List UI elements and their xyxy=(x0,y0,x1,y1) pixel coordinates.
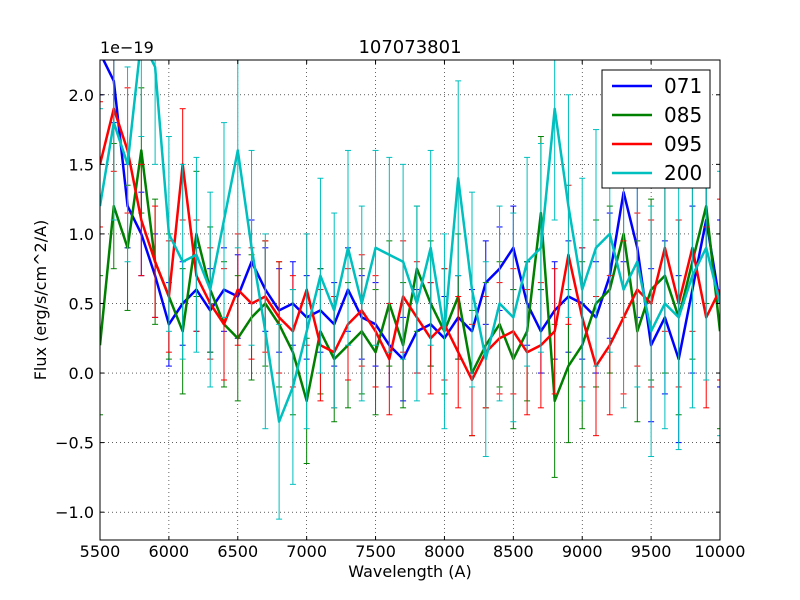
legend-box xyxy=(601,69,711,189)
x-tick-label: 7500 xyxy=(355,542,396,561)
legend-label-200: 200 xyxy=(664,161,702,185)
x-tick-label: 8500 xyxy=(493,542,534,561)
axis-ticks: 5500 6000 6500 7000 7500 8000 8500 9000 9500 1000… xyxy=(55,60,745,561)
legend-label-071: 071 xyxy=(664,74,702,98)
y-tick-label: −0.5 xyxy=(55,434,94,453)
x-axis-label: Wavelength (A) xyxy=(348,562,471,581)
y-tick-label: 2.0 xyxy=(69,86,94,105)
legend-label-085: 085 xyxy=(664,103,702,127)
y-tick-label: −1.0 xyxy=(55,503,94,522)
y-tick-label: 1.0 xyxy=(69,225,94,244)
series-200 xyxy=(100,60,720,520)
series-line-200 xyxy=(100,60,720,423)
y-tick-label: 0.0 xyxy=(69,364,94,383)
x-tick-label: 5500 xyxy=(80,542,121,561)
x-tick-label: 9500 xyxy=(631,542,672,561)
x-tick-label: 8000 xyxy=(424,542,465,561)
x-tick-label: 7000 xyxy=(286,542,327,561)
y-tick-label: 0.5 xyxy=(69,294,94,313)
x-tick-label: 6500 xyxy=(217,542,258,561)
plot-frame xyxy=(99,59,721,541)
legend-label-095: 095 xyxy=(664,132,702,156)
x-tick-label: 10000 xyxy=(695,542,746,561)
series-line-095 xyxy=(100,107,720,382)
x-tick-label: 6000 xyxy=(149,542,190,561)
y-axis-label: Flux (erg/s/cm^2/A) xyxy=(31,220,50,381)
series-line-071 xyxy=(102,60,720,361)
legend: 071 085 095 200 xyxy=(601,69,711,189)
x-tick-label: 9000 xyxy=(562,542,603,561)
chart-title: 107073801 xyxy=(358,37,461,58)
y-tick-label: 1.5 xyxy=(69,155,94,174)
y-offset-label: 1e−19 xyxy=(100,38,154,57)
